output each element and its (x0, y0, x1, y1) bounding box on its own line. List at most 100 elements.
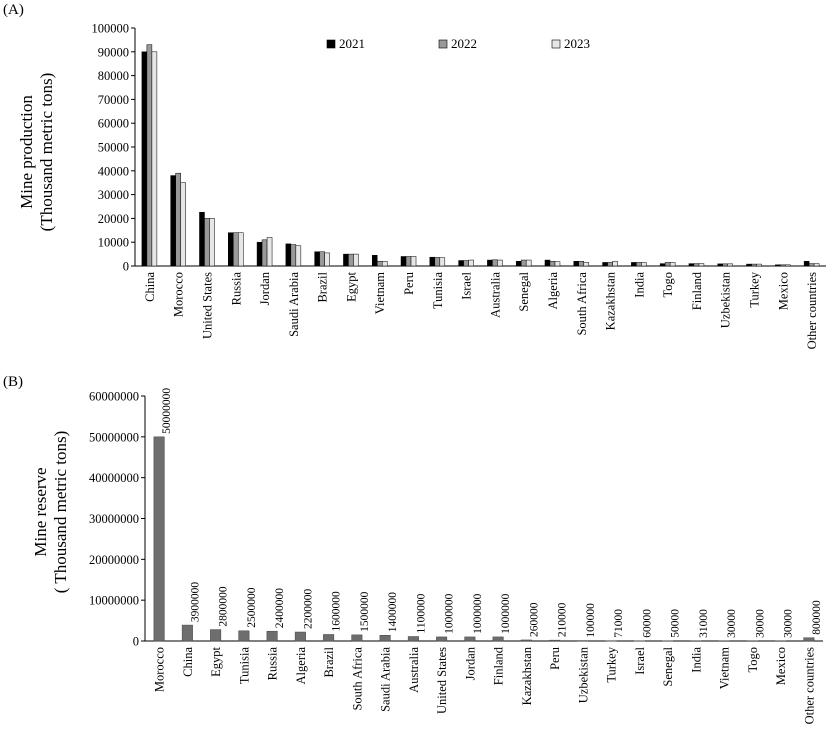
panel-b-ylabel-line1: Mine reserve (31, 467, 50, 556)
reserve-bar-togo (746, 640, 758, 642)
bar-2022-morocco (175, 172, 181, 267)
legend-label-2022: 2022 (451, 36, 477, 51)
bar-2023-jordan (266, 237, 273, 267)
bar-2021-russia (228, 232, 234, 267)
panel-a-category-label: Egypt (344, 271, 358, 301)
panel-b-category-label: Egypt (209, 646, 223, 676)
bar-2023-peru (410, 256, 417, 267)
reserve-data-label: 31000 (698, 609, 710, 638)
panel-b-label: (B) (3, 374, 23, 390)
reserve-data-label: 1500000 (359, 591, 371, 632)
panel-b-category-label: Turkey (605, 646, 619, 682)
reserve-data-label: 71000 (613, 609, 625, 638)
reserve-data-label: 2500000 (246, 587, 258, 628)
reserve-bar-south-africa (351, 634, 363, 642)
panel-b-ytick-label: 40000000 (89, 471, 139, 485)
panel-b-category-label: Mexico (774, 647, 788, 685)
reserve-bar-australia (407, 636, 419, 642)
legend-label-2021: 2021 (339, 36, 365, 51)
panel-b-category-label: Peru (548, 646, 562, 670)
reserve-data-label: 2800000 (218, 586, 230, 627)
panel-a-ytick-label: 70000 (98, 93, 129, 107)
bar-2022-kazakhstan (607, 262, 613, 267)
bar-2021-brazil (314, 251, 320, 267)
bar-2022-israel (463, 260, 469, 267)
panel-a-category-label: United States (200, 272, 214, 339)
bar-2023-togo (669, 262, 676, 267)
panel-a-category-label: Australia (488, 272, 502, 318)
legend-label-2023: 2023 (564, 36, 590, 51)
bar-2023-algeria (554, 261, 561, 267)
panel-a-category-label: Israel (460, 271, 474, 299)
reserve-data-label: 1000000 (444, 593, 456, 634)
bar-2022-jordan (261, 239, 268, 267)
panel-a-ytick-label: 20000 (98, 212, 129, 226)
bar-2023-india (641, 262, 647, 267)
reserve-bar-turkey (605, 640, 617, 642)
reserve-bar-algeria (294, 631, 306, 642)
panel-a-category-label: Senegal (517, 271, 531, 311)
reserve-data-label: 3900000 (189, 582, 201, 623)
reserve-bar-russia (266, 630, 278, 642)
panel-b-category-label: Algeria (294, 647, 308, 685)
panel-a-ytick-label: 0 (123, 260, 129, 274)
bar-2022-finland (693, 263, 700, 267)
bar-2021-togo (659, 263, 666, 267)
panel-b-category-label: China (181, 647, 195, 677)
panel-b-category-label: United States (435, 647, 449, 714)
reserve-bar-mexico (775, 640, 787, 642)
panel-b-data-labels: 50000000 3900000 2800000 2500000 2400000 2200… (161, 388, 823, 638)
bar-2021-china (141, 51, 148, 267)
panel-b-category-label: Russia (266, 647, 280, 681)
panel-a-category-label: Saudi Arabia (287, 272, 301, 337)
panel-b-category-label: Togo (746, 647, 760, 673)
panel-b-categories: Morocco China Egypt Tunisia Russia Algeria Bra… (153, 646, 817, 724)
panel-a-ytick-label: 100000 (92, 22, 130, 36)
reserve-data-label: 100000 (585, 603, 597, 638)
panel-a-ylabel-line1: Mine production (17, 95, 36, 209)
reserve-bar-jordan (464, 636, 476, 642)
reserve-data-label: 1000000 (472, 593, 484, 634)
panel-a-ytick-label: 50000 (98, 141, 129, 155)
bar-2021-india (631, 262, 637, 267)
panel-a-category-label: Uzbekistan (719, 271, 733, 328)
reserve-data-label: 1400000 (387, 592, 399, 633)
bar-2021-australia (487, 259, 493, 267)
bar-2023-tunisia (439, 257, 446, 267)
bar-2022-russia (233, 232, 239, 267)
reserve-bar-united-states (436, 636, 448, 642)
bar-2021-tunisia (429, 256, 436, 267)
panel-a-label: (A) (3, 2, 24, 18)
bar-2023-australia (497, 259, 503, 267)
bar-2022-india (636, 262, 642, 267)
bar-2022-brazil (319, 251, 325, 267)
bar-2021-uzbekistan (717, 263, 723, 267)
bar-2023-finland (698, 263, 705, 267)
reserve-bar-finland (492, 636, 504, 642)
bar-2023-morocco (180, 182, 186, 267)
panel-b-y-ticks: 0 10000000 20000000 30000000 40000000 5000000… (89, 390, 145, 649)
panel-b-ytick-label: 10000000 (89, 594, 139, 608)
panel-b-category-label: Morocco (153, 647, 167, 692)
panel-a-category-label: Russia (229, 272, 243, 306)
reserve-data-label: 30000 (726, 609, 738, 638)
panel-a-production-chart: (A) Mine production (Thousand metric ton… (3, 2, 826, 349)
bar-2023-uzbekistan (727, 263, 733, 267)
panel-b-category-label: Uzbekistan (576, 646, 590, 703)
bar-2021-peru (400, 256, 407, 267)
panel-b-reserve-chart: (B) Mine reserve ( Thousand metric tons)… (3, 374, 823, 724)
bar-2022-togo (664, 262, 671, 267)
bar-2022-peru (405, 256, 412, 267)
panel-a-category-label: Algeria (546, 272, 560, 310)
panel-b-category-label: India (689, 647, 703, 673)
reserve-bar-india (690, 640, 702, 642)
bar-2023-mexico (785, 264, 791, 267)
bar-2023-saudi-arabia (295, 245, 302, 267)
bar-2023-egypt (353, 253, 359, 267)
panel-a-category-label: Jordan (258, 271, 272, 305)
panel-a-category-label: Finland (690, 271, 704, 310)
panel-b-category-label: Finland (492, 646, 506, 685)
reserve-bar-israel (633, 640, 645, 642)
panel-b-ytick-label: 30000000 (89, 512, 139, 526)
